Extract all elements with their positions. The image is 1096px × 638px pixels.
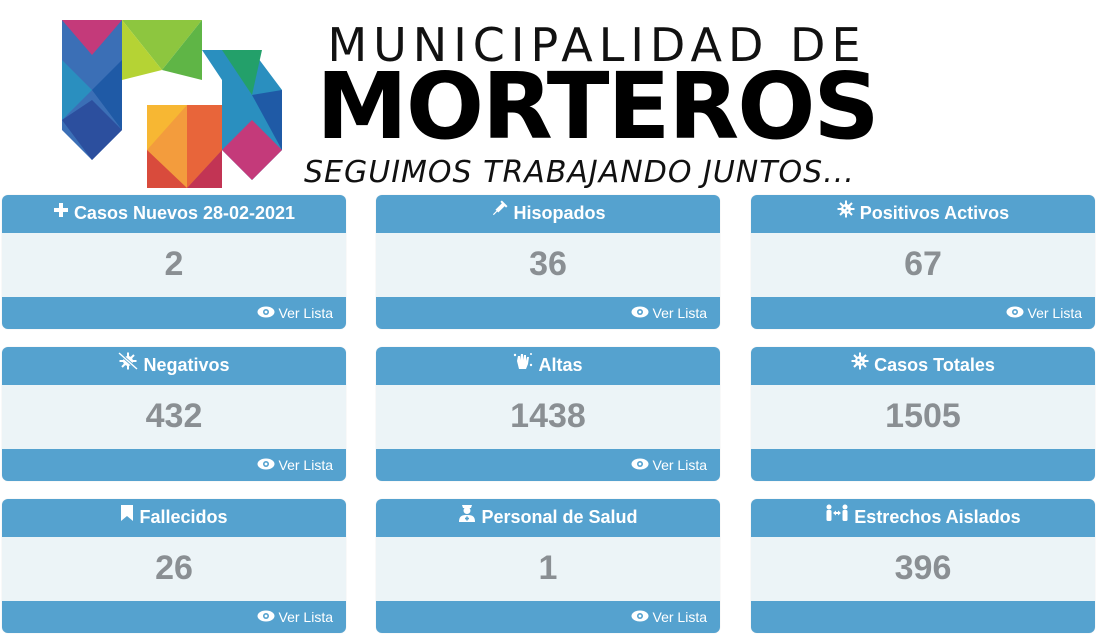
card-casos-totales: Casos Totales 1505 (751, 347, 1095, 481)
eye-icon (631, 449, 649, 481)
card-value: 1 (538, 549, 558, 587)
people-arrows-icon (825, 499, 849, 534)
card-value: 26 (155, 549, 193, 587)
ver-lista-link[interactable]: Ver Lista (631, 305, 707, 321)
title-municipalidad: MUNICIPALIDAD DE (327, 18, 867, 72)
card-footer-empty (751, 449, 1095, 481)
card-value: 1438 (510, 397, 586, 435)
card-value: 432 (145, 397, 203, 435)
bookmark-icon (120, 499, 134, 534)
card-title: Casos Totales (874, 355, 995, 375)
card-title: Casos Nuevos 28-02-2021 (73, 203, 296, 223)
card-footer-empty (751, 601, 1095, 633)
card-title: Altas (538, 355, 583, 375)
ver-lista-link[interactable]: Ver Lista (257, 305, 333, 321)
eye-icon (257, 601, 275, 633)
virus-icon (851, 347, 869, 382)
card-value: 2 (164, 245, 184, 283)
eye-icon (257, 297, 275, 329)
card-negativos: Negativos 432 Ver Lista (2, 347, 346, 481)
card-value: 36 (529, 245, 567, 283)
municipality-logo (62, 20, 282, 188)
slogan: SEGUIMOS TRABAJANDO JUNTOS... (304, 155, 855, 190)
card-estrechos-aislados: Estrechos Aislados 396 (751, 499, 1095, 633)
virus-icon (837, 195, 855, 230)
ver-lista-link[interactable]: Ver Lista (257, 609, 333, 625)
card-positivos-activos: Positivos Activos 67 Ver Lista (751, 195, 1095, 329)
card-altas: Altas 1438 Ver Lista (376, 347, 720, 481)
virus-slash-icon (118, 347, 139, 382)
card-title: Estrechos Aislados (854, 507, 1021, 527)
plus-icon (53, 195, 69, 230)
eye-icon (257, 449, 275, 481)
eye-icon (631, 297, 649, 329)
eye-icon (631, 601, 649, 633)
hand-sparkles-icon (513, 347, 533, 382)
card-value: 67 (904, 245, 942, 283)
card-title: Positivos Activos (859, 203, 1010, 223)
card-title: Fallecidos (139, 507, 228, 527)
card-fallecidos: Fallecidos 26 Ver Lista (2, 499, 346, 633)
card-hisopados: Hisopados 36 Ver Lista (376, 195, 720, 329)
card-value: 1505 (885, 397, 961, 435)
syringe-icon (490, 195, 508, 230)
card-casos-nuevos: Casos Nuevos 28-02-2021 2 Ver Lista (2, 195, 346, 329)
title-morteros: MORTEROS (316, 53, 879, 160)
card-value: 396 (894, 549, 952, 587)
header: MUNICIPALIDAD DE MORTEROS SEGUIMOS TRABA… (0, 0, 1096, 192)
card-title: Personal de Salud (481, 507, 638, 527)
ver-lista-link[interactable]: Ver Lista (631, 609, 707, 625)
card-title: Hisopados (513, 203, 606, 223)
card-title: Negativos (143, 355, 230, 375)
ver-lista-link[interactable]: Ver Lista (1006, 305, 1082, 321)
user-nurse-icon (458, 499, 476, 534)
eye-icon (1006, 297, 1024, 329)
ver-lista-link[interactable]: Ver Lista (257, 457, 333, 473)
card-personal-de-salud: Personal de Salud 1 Ver Lista (376, 499, 720, 633)
ver-lista-link[interactable]: Ver Lista (631, 457, 707, 473)
